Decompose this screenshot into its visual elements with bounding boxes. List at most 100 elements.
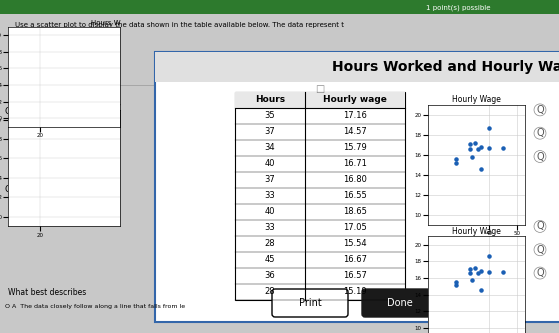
Text: Q: Q: [536, 268, 544, 278]
Point: [307, 78, 316, 83]
FancyBboxPatch shape: [362, 289, 438, 317]
Text: What best describes: What best describes: [8, 288, 86, 297]
Point: [471, 266, 480, 271]
Point: [473, 271, 482, 276]
Text: 37: 37: [264, 175, 276, 184]
Point: [471, 141, 480, 146]
Text: Print: Print: [299, 298, 321, 308]
Point: [244, 57, 253, 62]
Text: □: □: [315, 84, 325, 94]
Bar: [0, 0, 559, 14]
Bar: [155, 52, 559, 82]
Title: Hourly Wage: Hourly Wage: [452, 227, 501, 236]
Text: Q: Q: [536, 105, 544, 115]
Text: 14.57: 14.57: [343, 128, 367, 137]
Text: 34: 34: [265, 144, 276, 153]
Bar: [235, 92, 405, 300]
Point: [499, 146, 508, 151]
Point: [307, 59, 316, 64]
Point: [499, 270, 508, 275]
Text: 33: 33: [264, 191, 276, 200]
Text: Hours W: Hours W: [91, 104, 120, 110]
Text: 17.16: 17.16: [343, 112, 367, 121]
Text: Hours Worked and Hourly Wage Data: Hours Worked and Hourly Wage Data: [333, 60, 559, 74]
Text: 28: 28: [265, 239, 276, 248]
Text: 16.80: 16.80: [343, 175, 367, 184]
Point: [307, 148, 316, 153]
Text: O C.: O C.: [5, 185, 23, 194]
Point: [276, 145, 285, 150]
Point: [451, 160, 460, 166]
Point: [473, 147, 482, 152]
Text: ⬛ Click the icon to: ⬛ Click the icon to: [15, 42, 84, 51]
Point: [468, 277, 477, 282]
Point: [307, 170, 316, 175]
Point: [356, 44, 364, 49]
Text: 28: 28: [265, 287, 276, 296]
Text: 40: 40: [265, 160, 275, 168]
Point: [356, 149, 364, 154]
Text: 15.19: 15.19: [343, 287, 367, 296]
Text: Q: Q: [536, 221, 544, 231]
Text: 40: 40: [265, 207, 275, 216]
Point: [259, 67, 268, 73]
Point: [451, 157, 460, 162]
Point: [356, 130, 364, 136]
Text: 35: 35: [265, 112, 276, 121]
X-axis label: rs: rs: [473, 237, 480, 242]
Point: [164, 72, 173, 78]
Point: [259, 158, 268, 163]
Text: 33: 33: [264, 223, 276, 232]
Point: [476, 144, 485, 150]
Point: [465, 267, 474, 272]
Text: Hours W: Hours W: [38, 107, 68, 113]
Text: 15.54: 15.54: [343, 239, 367, 248]
FancyBboxPatch shape: [272, 289, 348, 317]
Text: 18.65: 18.65: [343, 207, 367, 216]
Text: 36: 36: [264, 271, 276, 280]
Point: [244, 61, 253, 66]
Text: O A.: O A.: [5, 107, 22, 116]
Text: 45: 45: [265, 255, 275, 264]
Point: [435, 149, 444, 155]
Text: Hourly wage: Hourly wage: [323, 96, 387, 105]
Point: [465, 147, 474, 152]
Point: [485, 269, 494, 275]
Point: [485, 126, 494, 131]
Title: Hourly Wage: Hourly Wage: [452, 95, 501, 104]
Bar: [155, 52, 559, 322]
Point: [451, 282, 460, 287]
Text: Hours W: Hours W: [91, 20, 120, 26]
Text: Done: Done: [387, 298, 413, 308]
Point: [291, 61, 300, 66]
Text: 16.71: 16.71: [343, 160, 367, 168]
Point: [164, 70, 173, 75]
Text: Use a scatter plot to display the data shown in the table available below. The d: Use a scatter plot to display the data s…: [15, 22, 344, 28]
Point: [356, 60, 364, 65]
Text: 1 point(s) possible: 1 point(s) possible: [425, 5, 490, 11]
Point: [465, 142, 474, 147]
Point: [468, 154, 477, 160]
Text: 16.57: 16.57: [343, 271, 367, 280]
Point: [164, 164, 173, 169]
Point: [291, 150, 300, 156]
Text: 37: 37: [264, 128, 276, 137]
Text: Which scatter plot be: Which scatter plot be: [8, 92, 98, 101]
Point: [476, 287, 485, 293]
Point: [164, 160, 173, 166]
Point: [451, 279, 460, 284]
Text: 15.79: 15.79: [343, 144, 367, 153]
Text: Hours: Hours: [255, 96, 285, 105]
Point: [485, 145, 494, 151]
Text: O A  The data closely follow along a line that falls from le: O A The data closely follow along a line…: [5, 304, 185, 309]
Text: 17.05: 17.05: [343, 223, 367, 232]
Point: [435, 60, 444, 65]
Text: Q: Q: [536, 128, 544, 138]
Text: Hours W: Hours W: [38, 185, 68, 191]
Point: [476, 269, 485, 274]
Point: [465, 271, 474, 276]
Point: [244, 151, 253, 156]
Point: [244, 146, 253, 151]
Point: [476, 166, 485, 172]
Text: 16.67: 16.67: [343, 255, 367, 264]
